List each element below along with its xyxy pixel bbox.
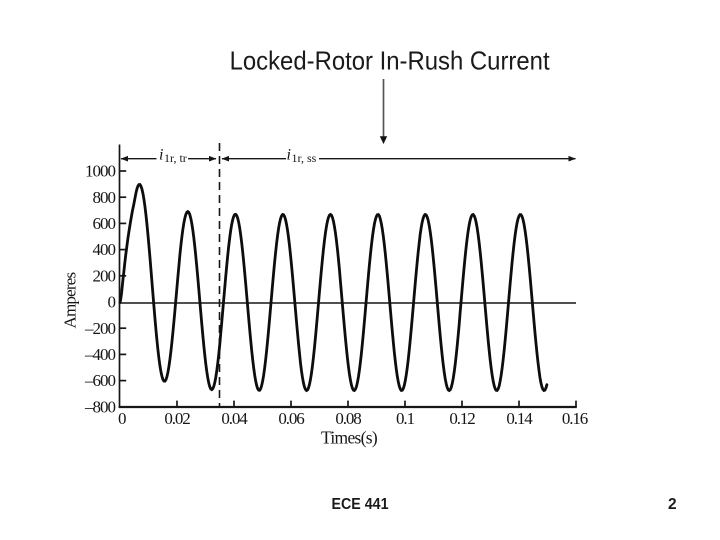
svg-text:0.06: 0.06 xyxy=(278,409,304,428)
svg-text:200: 200 xyxy=(93,266,116,285)
svg-text:–600: –600 xyxy=(84,371,116,390)
svg-text:0.02: 0.02 xyxy=(164,409,190,428)
svg-text:800: 800 xyxy=(93,188,116,207)
svg-text:–800: –800 xyxy=(84,397,116,416)
svg-text:0.08: 0.08 xyxy=(335,409,361,428)
svg-text:0.04: 0.04 xyxy=(221,409,248,428)
svg-text:–400: –400 xyxy=(84,345,116,364)
svg-text:400: 400 xyxy=(93,240,116,259)
svg-text:0: 0 xyxy=(118,409,126,428)
svg-text:1000: 1000 xyxy=(85,162,116,181)
svg-text:0.12: 0.12 xyxy=(449,409,475,428)
svg-text:i1r, tr: i1r, tr xyxy=(159,147,187,166)
svg-text:Amperes: Amperes xyxy=(61,273,80,329)
svg-text:Times(s): Times(s) xyxy=(321,428,378,448)
svg-text:600: 600 xyxy=(93,214,116,233)
svg-text:2: 2 xyxy=(668,496,677,513)
svg-text:ECE 441: ECE 441 xyxy=(332,496,389,513)
svg-text:0.1: 0.1 xyxy=(396,409,415,428)
svg-text:0: 0 xyxy=(108,293,116,312)
svg-text:0.16: 0.16 xyxy=(562,409,588,428)
svg-text:0.14: 0.14 xyxy=(506,409,533,428)
svg-text:i1r, ss: i1r, ss xyxy=(287,147,317,166)
svg-text:Locked-Rotor In-Rush Current: Locked-Rotor In-Rush Current xyxy=(230,47,550,75)
svg-text:–200: –200 xyxy=(84,319,116,338)
